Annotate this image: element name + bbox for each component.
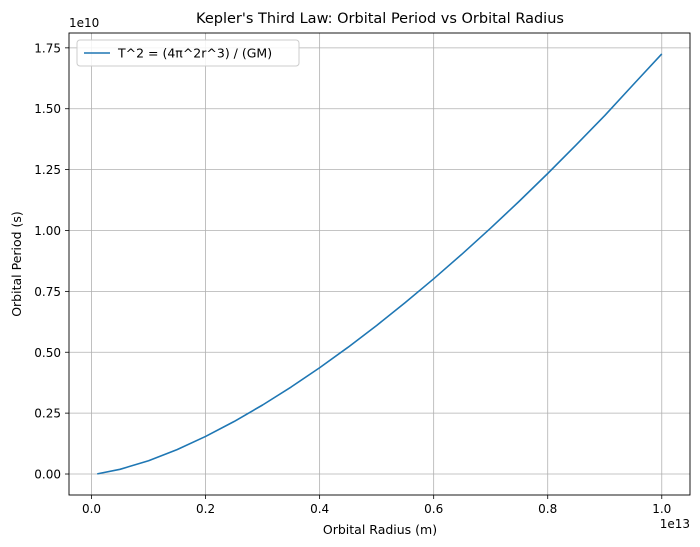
y-tick-label: 0.00: [34, 468, 61, 482]
x-axis: 0.0 0.2 0.4 0.6 0.8 1.0: [82, 495, 671, 516]
y-axis: 0.00 0.25 0.50 0.75 1.00 1.25 1.50 1.75: [34, 41, 69, 482]
y-axis-label: Orbital Period (s): [9, 211, 24, 317]
plot-frame: [68, 32, 691, 496]
legend-box: [76, 39, 300, 67]
x-tick-label: 0.2: [196, 502, 215, 516]
y-tick-label: 1.50: [34, 102, 61, 116]
y-tick-label: 0.50: [34, 346, 61, 360]
x-tick-label: 1.0: [652, 502, 671, 516]
chart-title: Kepler's Third Law: Orbital Period vs Or…: [196, 11, 564, 27]
x-tick-label: 0.8: [538, 502, 557, 516]
y-tick-label: 0.75: [34, 285, 61, 299]
y-tick-label: 0.25: [34, 407, 61, 421]
x-tick-label: 0.0: [82, 502, 101, 516]
x-tick-label: 0.6: [424, 502, 443, 516]
y-scale-label: 1e10: [69, 16, 99, 30]
x-scale-label: 1e13: [660, 517, 690, 531]
grid: [69, 33, 690, 495]
series-layer: [97, 53, 663, 475]
legend: T^2 = (4π^2r^3) / (GM): [76, 39, 300, 67]
y-tick-label: 1.75: [34, 41, 61, 55]
legend-label: T^2 = (4π^2r^3) / (GM): [117, 46, 272, 61]
x-axis-label: Orbital Radius (m): [323, 522, 437, 537]
y-tick-label: 1.25: [34, 163, 61, 177]
y-tick-label: 1.00: [34, 224, 61, 238]
series-line: [97, 53, 663, 475]
x-tick-label: 0.4: [310, 502, 329, 516]
